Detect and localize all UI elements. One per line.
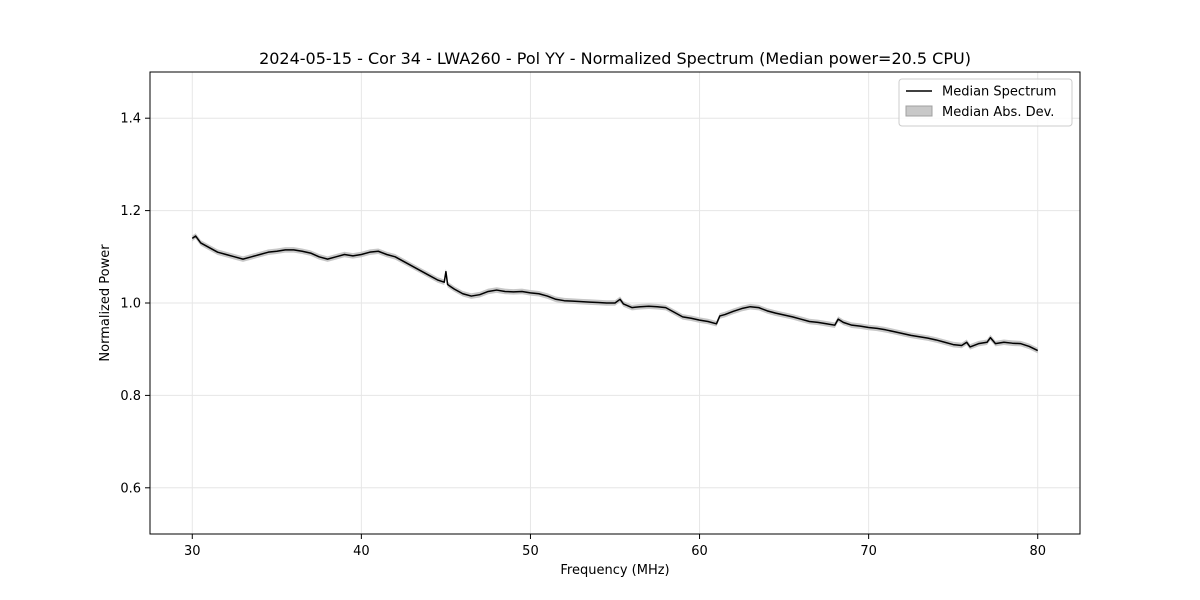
x-axis-label: Frequency (MHz) [560, 563, 669, 578]
x-tick-label: 80 [1029, 544, 1046, 559]
x-tick-label: 50 [522, 544, 539, 559]
legend: Median Spectrum Median Abs. Dev. [898, 78, 1073, 127]
legend-band-swatch [905, 105, 933, 117]
legend-line-label: Median Spectrum [942, 85, 1056, 100]
x-tick-label: 70 [860, 544, 877, 559]
y-tick-label: 1.2 [120, 204, 141, 219]
legend-band-label: Median Abs. Dev. [942, 105, 1054, 120]
y-tick-label: 0.6 [120, 481, 141, 496]
x-tick-label: 40 [353, 544, 370, 559]
chart-title: 2024-05-15 - Cor 34 - LWA260 - Pol YY - … [259, 49, 971, 68]
x-tick-label: 30 [184, 544, 201, 559]
y-tick-label: 1.4 [120, 112, 141, 127]
line-layer [191, 235, 1039, 352]
y-tick-label: 0.8 [120, 389, 141, 404]
x-tick-label: 60 [691, 544, 708, 559]
legend-box [898, 78, 1073, 127]
y-tick-label: 1.0 [120, 297, 141, 312]
y-axis-label: Normalized Power [98, 244, 113, 362]
tick-layer: 30 40 50 60 70 80 0.6 0.8 1.0 1.2 1.4 [120, 112, 1046, 559]
median-spectrum-line [191, 235, 1039, 352]
